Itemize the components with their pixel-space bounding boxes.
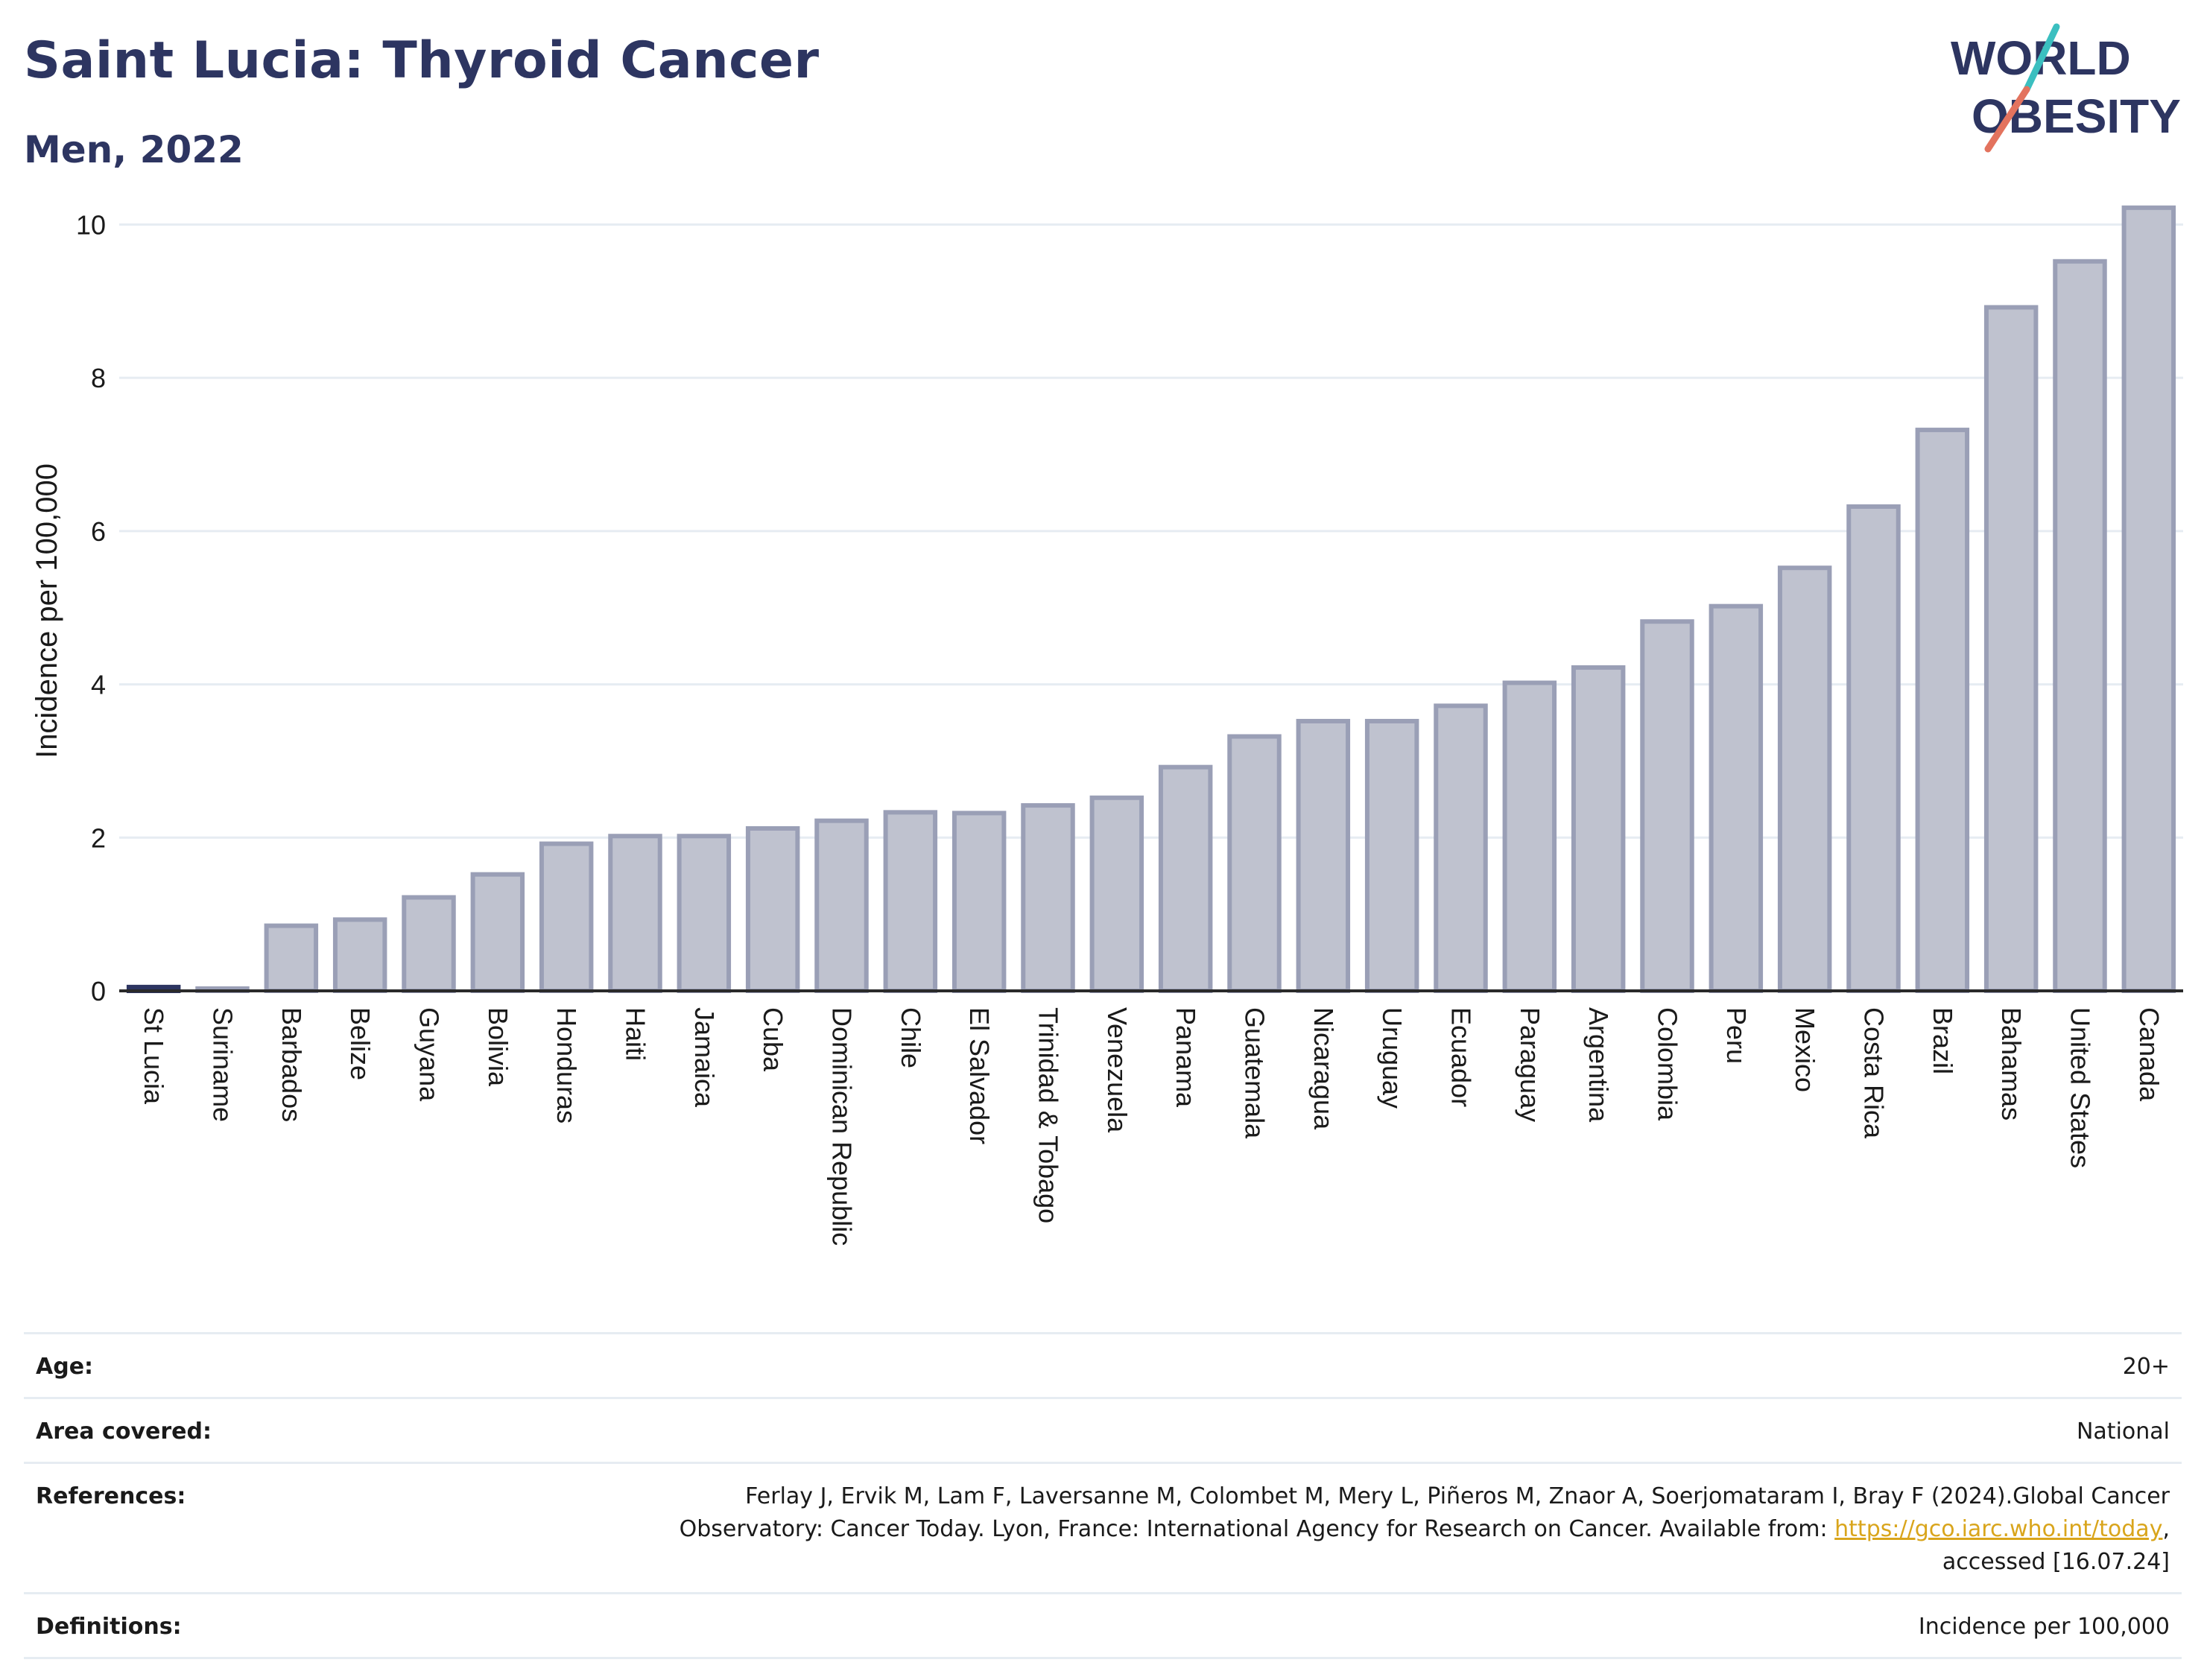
- bar-belize: [332, 917, 387, 994]
- x-tick-label: Paraguay: [1515, 1007, 1545, 1122]
- references-line2-pre: Observatory: Cancer Today. Lyon, France:…: [679, 1516, 1835, 1542]
- references-line2-post: ,: [2162, 1516, 2170, 1542]
- x-tick-label: St Lucia: [139, 1007, 169, 1105]
- logo-slash-teal: [2023, 23, 2060, 93]
- bar-costa-rica: [1846, 504, 1901, 993]
- age-value: 20+: [2122, 1354, 2170, 1380]
- area-label: Area covered:: [36, 1419, 212, 1445]
- x-tick-label: Honduras: [551, 1007, 582, 1123]
- bar-chile: [883, 810, 938, 994]
- axes: 0 2 4 6 8 10 St Lucia Suriname Barbados Belize Guy…: [76, 209, 2183, 1246]
- x-tick-label: Bolivia: [483, 1007, 513, 1087]
- y-tick-label: 8: [91, 363, 106, 393]
- info-table: Age: 20+ Area covered: National Referenc…: [24, 1332, 2182, 1659]
- x-tick-label: Barbados: [276, 1007, 307, 1122]
- world-obesity-logo: WORLD OBESITY: [1951, 23, 2181, 153]
- y-tick-label: 0: [91, 976, 106, 1007]
- bar-united-states: [2053, 259, 2107, 993]
- age-label: Age:: [36, 1354, 94, 1380]
- y-axis-title: Incidence per 100,000: [31, 463, 63, 758]
- bar-colombia: [1640, 619, 1694, 993]
- x-tick-label: Dominican Republic: [827, 1007, 858, 1246]
- x-tick-label: Venezuela: [1102, 1007, 1133, 1133]
- references-label: References:: [36, 1483, 186, 1509]
- x-tick-label: Cuba: [758, 1007, 788, 1072]
- bar-peru: [1709, 603, 1764, 993]
- info-row-age: Age: 20+: [24, 1332, 2182, 1397]
- x-tick-label: Colombia: [1653, 1007, 1683, 1121]
- references-line3: accessed [16.07.24]: [1942, 1549, 2170, 1575]
- bar-nicaragua: [1296, 718, 1351, 993]
- definitions-value: Incidence per 100,000: [1918, 1614, 2170, 1640]
- x-tick-label: Bahamas: [1996, 1007, 2027, 1120]
- x-tick-label: Mexico: [1790, 1007, 1820, 1092]
- y-tick-label: 2: [91, 822, 106, 853]
- references-line1: Ferlay J, Ervik M, Lam F, Laversanne M, …: [745, 1483, 2170, 1509]
- bar-canada: [2121, 205, 2176, 993]
- bar-bahamas: [1983, 305, 2039, 993]
- x-tick-label: Canada: [2134, 1007, 2165, 1102]
- references-value: Ferlay J, Ervik M, Lam F, Laversanne M, …: [349, 1480, 2170, 1579]
- x-tick-label: Argentina: [1583, 1007, 1614, 1123]
- x-tick-label: El Salvador: [964, 1007, 995, 1144]
- y-tick-label: 6: [91, 516, 106, 547]
- y-tick-label: 10: [76, 209, 106, 240]
- info-row-references: References: Ferlay J, Ervik M, Lam F, La…: [24, 1462, 2182, 1592]
- bar-venezuela: [1089, 795, 1144, 994]
- x-tick-label: United States: [2065, 1007, 2096, 1168]
- bar-brazil: [1915, 428, 1970, 993]
- x-tick-label: Chile: [896, 1007, 926, 1068]
- area-value: National: [2076, 1419, 2170, 1445]
- bar-jamaica: [677, 834, 732, 993]
- bar-panama: [1158, 764, 1213, 993]
- x-tick-label: Guatemala: [1240, 1007, 1270, 1139]
- x-tick-label: Brazil: [1928, 1007, 1958, 1074]
- x-tick-label: Nicaragua: [1308, 1007, 1339, 1130]
- bar-paraguay: [1502, 680, 1557, 993]
- logo-slash-coral: [1984, 86, 2030, 153]
- y-tick-label: 4: [91, 670, 106, 700]
- references-link[interactable]: https://gco.iarc.who.int/today: [1834, 1516, 2163, 1542]
- bar-argentina: [1571, 665, 1626, 993]
- x-tick-label: Ecuador: [1446, 1007, 1477, 1107]
- bars: [126, 205, 2176, 994]
- chart-subtitle: Men, 2022: [24, 128, 244, 171]
- chart-title: Saint Lucia: Thyroid Cancer: [24, 31, 820, 90]
- bar-ecuador: [1434, 703, 1488, 993]
- x-tick-label: Peru: [1721, 1007, 1752, 1064]
- x-tick-label: Trinidad & Tobago: [1033, 1007, 1064, 1223]
- bar-haiti: [608, 834, 662, 993]
- x-tick-label: Costa Rica: [1859, 1007, 1890, 1139]
- bar-dominican-republic: [814, 818, 869, 993]
- bar-trinidad-tobago: [1021, 803, 1075, 993]
- x-tick-label: Guyana: [414, 1007, 445, 1102]
- info-row-definitions: Definitions: Incidence per 100,000: [24, 1592, 2182, 1659]
- bar-uruguay: [1364, 718, 1419, 993]
- info-row-area: Area covered: National: [24, 1397, 2182, 1462]
- bar-guyana: [402, 895, 456, 993]
- x-tick-label: Haiti: [621, 1007, 651, 1061]
- bar-guatemala: [1227, 734, 1282, 993]
- x-tick-label: Jamaica: [689, 1007, 720, 1108]
- bar-cuba: [745, 825, 800, 994]
- bar-honduras: [539, 841, 594, 993]
- bar-chart: 0 2 4 6 8 10 St Lucia Suriname Barbados Belize Guy…: [31, 205, 2183, 1246]
- x-tick-label: Belize: [345, 1007, 376, 1080]
- x-tick-label: Suriname: [208, 1007, 238, 1122]
- bar-el-salvador: [951, 811, 1007, 994]
- grid-lines: [119, 223, 2183, 839]
- x-tick-label: Uruguay: [1377, 1007, 1407, 1109]
- bar-mexico: [1777, 565, 1832, 993]
- bar-bolivia: [470, 872, 525, 993]
- definitions-label: Definitions:: [36, 1614, 182, 1640]
- x-tick-label: Panama: [1171, 1007, 1201, 1108]
- bar-barbados: [264, 923, 319, 993]
